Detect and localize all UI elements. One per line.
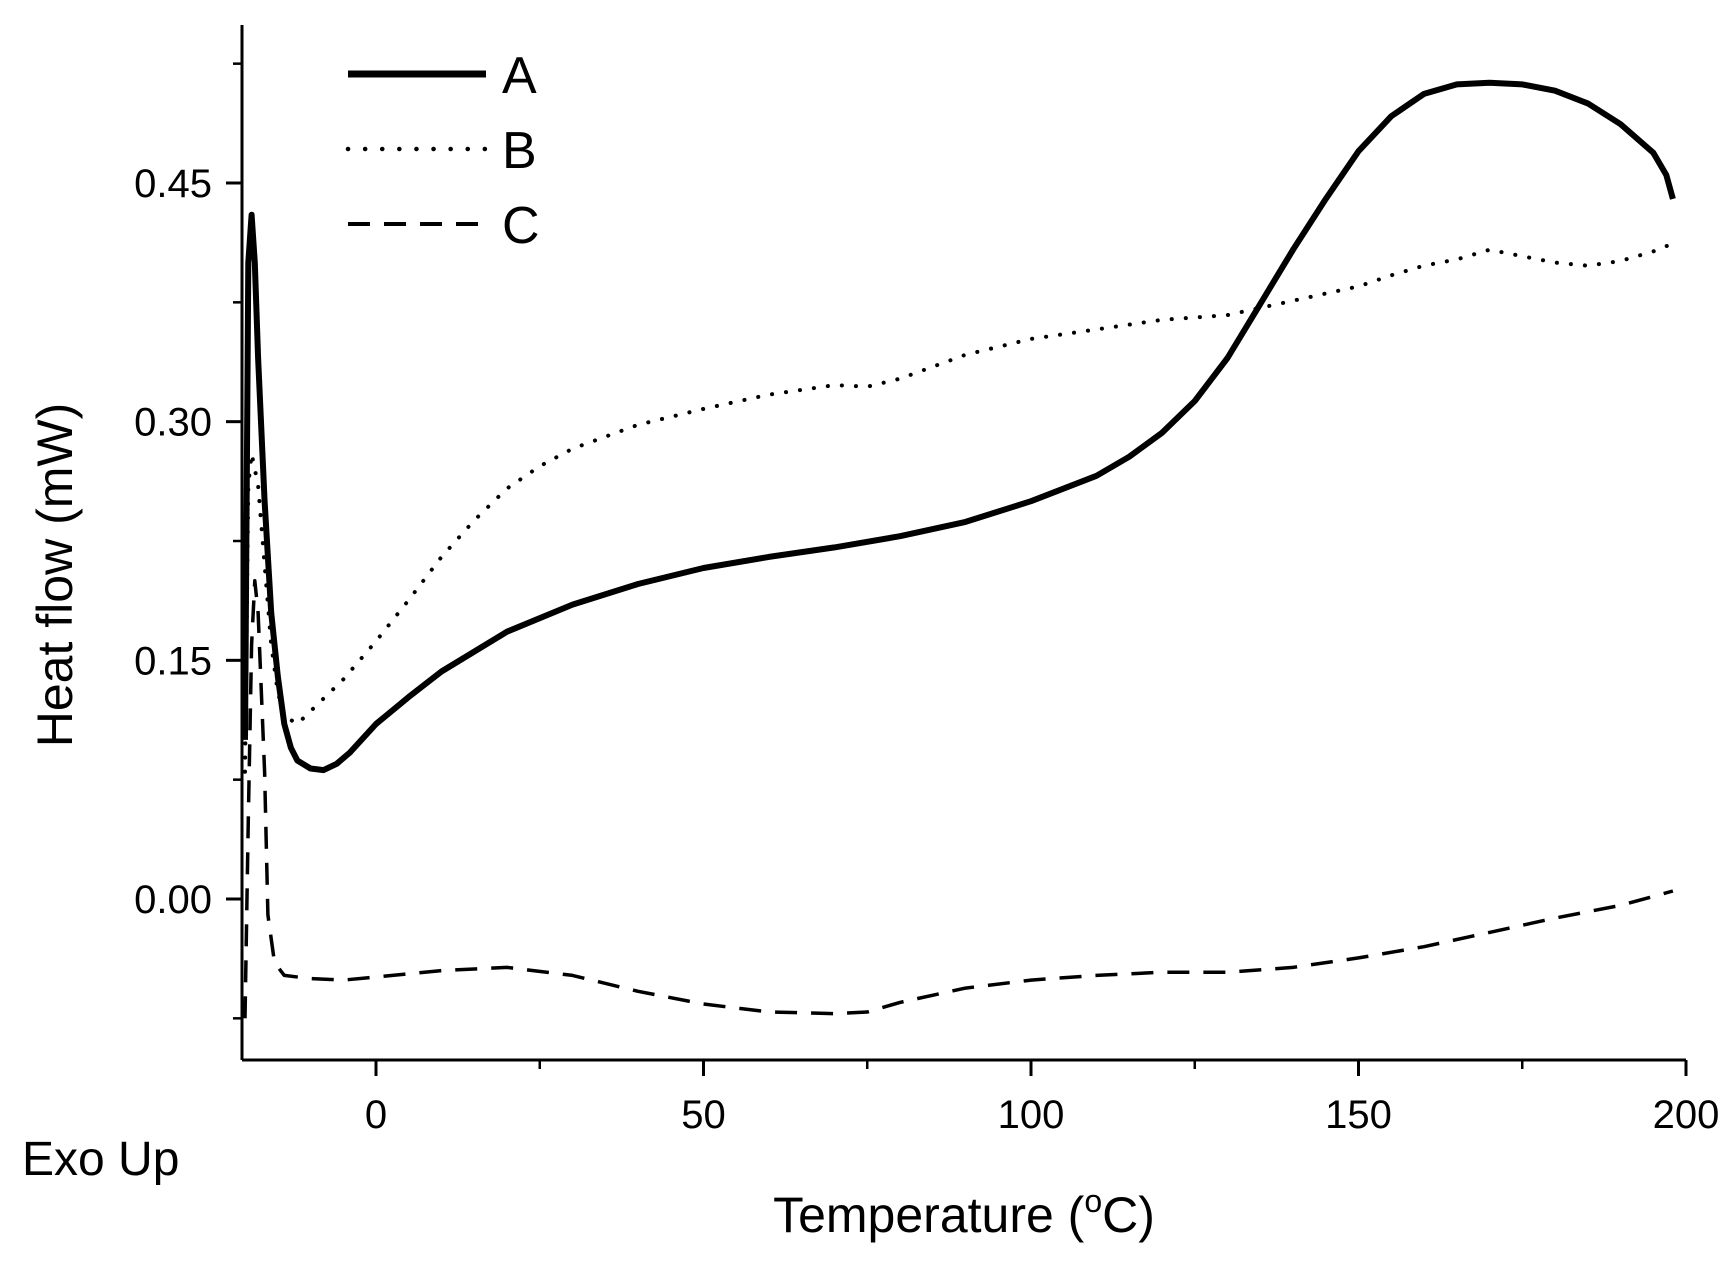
series-line-b [243,241,1675,774]
y-tick-label: 0.30 [134,401,212,445]
y-tick-label: 0.00 [134,878,212,922]
legend-label-b: B [502,122,537,180]
y-ticks: 0.00 0.15 0.30 0.45 [134,62,242,1020]
x-ticks: 0 50 100 150 200 [365,1060,1720,1137]
y-tick-label: 0.15 [134,639,212,683]
series-line-c [243,579,1674,1019]
legend-item-a: A [348,47,537,105]
x-tick-label: 0 [365,1093,387,1137]
x-tick-label: 200 [1653,1093,1720,1137]
y-axis-title: Heat flow (mW) [27,403,83,747]
exo-up-note: Exo Up [22,1133,179,1186]
y-tick-label: 0.45 [134,162,212,206]
x-tick-label: 50 [681,1093,726,1137]
axes [240,25,1686,1062]
x-axis-title-suffix: C) [1102,1187,1155,1243]
legend-label-c: C [502,197,540,255]
x-axis-title: Temperature (oC) [773,1183,1155,1243]
series-layer [242,79,1676,1019]
legend: A B C [345,47,540,255]
x-tick-label: 100 [998,1093,1065,1137]
x-axis-title-superscript: o [1084,1183,1102,1219]
legend-item-b: B [345,122,537,180]
x-tick-label: 150 [1325,1093,1392,1137]
legend-label-a: A [502,47,537,105]
series-line-a [242,79,1676,774]
legend-item-c: C [348,197,540,255]
x-axis-title-main: Temperature ( [773,1187,1085,1243]
